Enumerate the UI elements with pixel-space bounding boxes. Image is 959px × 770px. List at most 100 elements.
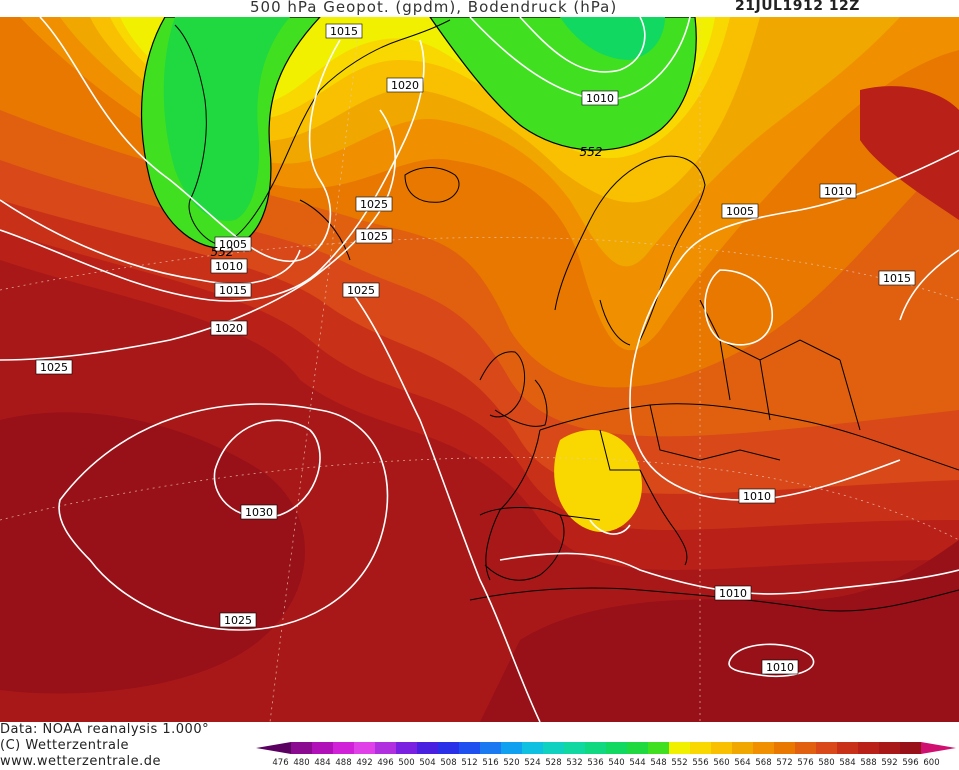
isobar-label: 1005 (214, 236, 252, 252)
legend-tick-label: 584 (839, 758, 855, 768)
svg-text:1010: 1010 (215, 260, 243, 273)
legend-swatch (312, 742, 334, 754)
svg-text:1025: 1025 (224, 614, 252, 627)
isobar-label: 1030 (240, 504, 278, 520)
contour-label: 552 (580, 145, 603, 159)
isobar-label: 1025 (219, 612, 257, 628)
svg-text:1005: 1005 (726, 205, 754, 218)
isobar-label: 1025 (342, 282, 380, 298)
legend-tick-label: 500 (398, 758, 414, 768)
map-footer: Data: NOAA reanalysis 1.000° (C) Wetterz… (0, 722, 959, 770)
legend-tick-label: 524 (524, 758, 540, 768)
isobar-label-group: 1015 1010 1020 1025 1025 1005 1010 1015 1020 1025… (35, 23, 916, 675)
legend-swatch (648, 742, 670, 754)
legend-swatch (585, 742, 607, 754)
isobar-label: 1010 (714, 585, 752, 601)
legend-swatch (879, 742, 901, 754)
legend-swatch (858, 742, 880, 754)
legend-swatch (669, 742, 691, 754)
legend-tick-label: 516 (482, 758, 498, 768)
legend-swatch (837, 742, 859, 754)
isobar-label: 1005 (721, 203, 759, 219)
legend-swatch (396, 742, 418, 754)
field-592-ne (860, 86, 959, 220)
legend-swatch (480, 742, 502, 754)
isobar-label: 1020 (386, 77, 424, 93)
legend-tick-label: 508 (440, 758, 456, 768)
isobar-label: 1020 (210, 320, 248, 336)
legend-swatch (627, 742, 649, 754)
field-544 (163, 17, 290, 221)
legend-tick-label: 592 (881, 758, 897, 768)
coastlines (174, 19, 959, 612)
svg-text:1025: 1025 (347, 284, 375, 297)
legend-tick-label: 528 (545, 758, 561, 768)
legend-swatch (459, 742, 481, 754)
field-592-east (480, 540, 959, 722)
contour-label-group: 552 552 (211, 145, 603, 259)
website-text: www.wetterzentrale.de (0, 754, 161, 769)
svg-text:1005: 1005 (219, 238, 247, 251)
legend-tick-label: 552 (671, 758, 687, 768)
legend-swatch (438, 742, 460, 754)
svg-text:1010: 1010 (586, 92, 614, 105)
svg-text:1010: 1010 (824, 185, 852, 198)
legend-tick-label: 580 (818, 758, 834, 768)
legend-swatch (921, 742, 956, 754)
legend-tick-label: 532 (566, 758, 582, 768)
map-title-bar: 500 hPa Geopot. (gpdm), Bodendruck (hPa)… (0, 0, 959, 17)
legend-tick-label: 556 (692, 758, 708, 768)
legend-tick-label: 544 (629, 758, 645, 768)
isobar-label: 1010 (819, 183, 857, 199)
svg-text:1025: 1025 (40, 361, 68, 374)
isobar-label: 1010 (738, 488, 776, 504)
legend-tick-label: 600 (923, 758, 939, 768)
isobar-label: 1015 (325, 23, 363, 39)
graticule (0, 17, 959, 722)
svg-text:1015: 1015 (883, 272, 911, 285)
isobar-label: 1010 (581, 90, 619, 106)
legend-tick-label: 480 (293, 758, 309, 768)
svg-text:1010: 1010 (719, 587, 747, 600)
legend-tick-label: 596 (902, 758, 918, 768)
svg-text:1015: 1015 (219, 284, 247, 297)
legend-swatch (543, 742, 565, 754)
legend-tick-label: 512 (461, 758, 477, 768)
map-title: 500 hPa Geopot. (gpdm), Bodendruck (hPa) (250, 0, 618, 16)
svg-text:1020: 1020 (391, 79, 419, 92)
legend-swatch (606, 742, 628, 754)
legend-tick-label: 536 (587, 758, 603, 768)
svg-text:1010: 1010 (743, 490, 771, 503)
data-source-text: Data: NOAA reanalysis 1.000° (0, 722, 210, 737)
weather-map: 1015 1010 1020 1025 1025 1005 1010 1015 1020 1025… (0, 17, 959, 722)
isobar-label: 1025 (355, 196, 393, 212)
legend-swatch (795, 742, 817, 754)
legend-tick-label: 496 (377, 758, 393, 768)
legend-tick-label: 564 (734, 758, 750, 768)
legend-swatch (900, 742, 922, 754)
legend-swatch (690, 742, 712, 754)
legend-swatch (501, 742, 523, 754)
legend-tick-label: 484 (314, 758, 330, 768)
legend-swatch (291, 742, 313, 754)
svg-text:1030: 1030 (245, 506, 273, 519)
svg-text:1010: 1010 (766, 661, 794, 674)
legend-swatch (375, 742, 397, 754)
legend-swatch (732, 742, 754, 754)
legend-swatch (564, 742, 586, 754)
svg-text:1025: 1025 (360, 230, 388, 243)
legend-tick-label: 560 (713, 758, 729, 768)
legend-swatch (774, 742, 796, 754)
legend-tick-label: 504 (419, 758, 435, 768)
map-date: 21JUL1912 12Z (735, 0, 860, 14)
svg-text:1025: 1025 (360, 198, 388, 211)
contour-label: 552 (211, 245, 234, 259)
legend-tick-label: 540 (608, 758, 624, 768)
legend-tick-label: 548 (650, 758, 666, 768)
legend-tick-label: 520 (503, 758, 519, 768)
isobar-label: 1015 (214, 282, 252, 298)
legend-swatch (816, 742, 838, 754)
legend-tick-label: 588 (860, 758, 876, 768)
legend-swatch (753, 742, 775, 754)
color-legend: 476 480 484 488 492 496 500 504 508 512 516 520 524 5… (256, 742, 956, 768)
